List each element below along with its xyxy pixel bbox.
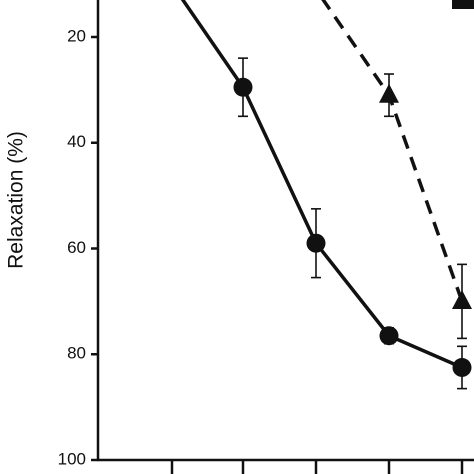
y-tick-label: 100 [58,449,86,468]
circle-marker [452,357,472,377]
y-tick-label: 40 [67,132,86,151]
triangle-marker [379,83,399,103]
y-axis-title: Relaxation (%) [5,131,28,269]
y-tick-label: 80 [67,344,86,363]
y-tick-label: 60 [67,238,86,257]
circle-marker [233,77,253,97]
axes: 20 40 60 80 100 [58,0,474,474]
dashed-series-line [321,0,464,302]
circle-marker [306,233,326,253]
circle-marker [379,326,399,346]
triangle-marker [452,289,472,309]
plot-area [180,0,472,390]
y-tick-label: 20 [67,26,86,45]
legend-marker-fragment [452,0,474,9]
